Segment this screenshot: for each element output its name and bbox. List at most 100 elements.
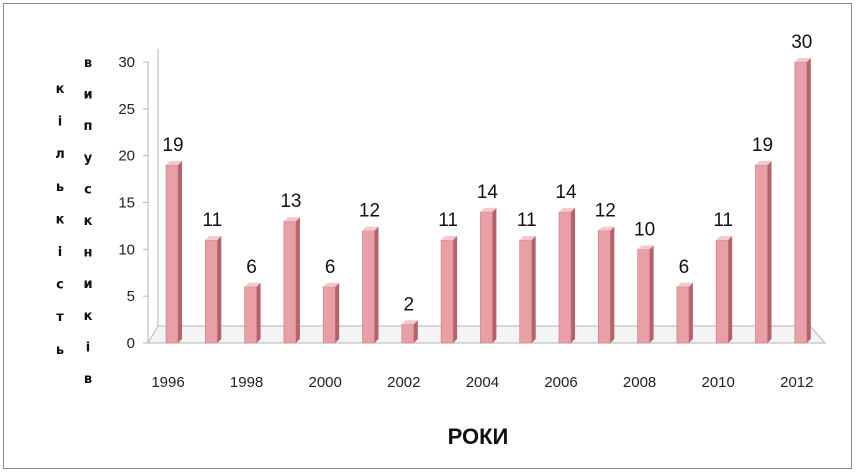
bar-top-2012 <box>794 58 811 62</box>
data-label: 19 <box>752 135 773 156</box>
y-axis-title-letter: н <box>84 246 93 261</box>
bar-side-2000 <box>335 282 340 343</box>
bar-2004 <box>480 211 493 344</box>
y-axis-title-letter: с <box>56 278 64 293</box>
data-label: 6 <box>679 257 690 278</box>
data-label: 14 <box>477 182 499 203</box>
bar-side-2011 <box>767 161 772 343</box>
bar-side-2005 <box>531 235 536 343</box>
y-axis-title-letter: ь <box>56 343 64 358</box>
bar-side-2001 <box>374 226 379 343</box>
bar-top-2004 <box>480 207 497 212</box>
y-axis-title-letter: и <box>83 88 92 103</box>
bar-2009 <box>676 286 690 344</box>
y-axis-title-letter: к <box>84 214 93 229</box>
y-axis-title-letter: в <box>84 56 92 71</box>
bar-2002 <box>401 323 415 344</box>
x-tick-label: 2008 <box>623 374 656 391</box>
bar-top-2000 <box>323 282 340 287</box>
bar-top-1999 <box>283 217 300 222</box>
bar-side-1996 <box>178 161 182 343</box>
bar-top-2003 <box>441 235 458 240</box>
bar-side-2010 <box>728 235 733 343</box>
bar-top-1997 <box>205 235 222 240</box>
data-label: 14 <box>555 182 577 203</box>
y-axis-title-letter: к <box>56 82 65 97</box>
x-tick-label: 2010 <box>702 374 735 391</box>
bar-top-2008 <box>637 245 654 250</box>
data-label: 10 <box>634 219 655 240</box>
y-tick-label: 15 <box>118 195 135 212</box>
data-label: 2 <box>404 294 415 315</box>
bar-top-1998 <box>244 282 261 287</box>
y-axis-title-letter: к <box>84 309 93 324</box>
bar-1996 <box>165 164 179 344</box>
bar-side-2004 <box>492 207 497 343</box>
y-axis-title-letter: п <box>84 119 93 134</box>
bar-2012 <box>794 61 808 344</box>
data-label: 11 <box>713 210 733 231</box>
bar-2008 <box>637 249 650 344</box>
bar-side-2003 <box>453 235 458 343</box>
x-tick-label: 2006 <box>544 374 577 391</box>
bar-top-2010 <box>716 235 733 240</box>
y-axis-title-letter: т <box>56 310 64 325</box>
bar-side-1998 <box>256 282 261 343</box>
y-axis-title-letter: і <box>58 115 62 130</box>
y-tick-label: 0 <box>127 335 135 352</box>
bar-top-2001 <box>362 226 379 231</box>
data-label: 11 <box>517 210 537 231</box>
y-tick-label: 5 <box>127 288 135 305</box>
bar-2001 <box>362 230 375 344</box>
data-label: 30 <box>791 32 812 53</box>
bar-top-2007 <box>598 226 615 231</box>
y-axis-title-letter: в <box>84 372 92 387</box>
y-tick-label: 25 <box>118 101 135 118</box>
x-tick-label: 2000 <box>309 374 342 391</box>
y-axis-title-letter: і <box>58 245 62 260</box>
bar-top-2002 <box>401 320 418 325</box>
x-tick-label: 2002 <box>387 374 420 391</box>
data-label: 13 <box>280 191 301 212</box>
bar-1998 <box>244 286 257 344</box>
bar-side-2002 <box>413 320 418 343</box>
bar-side-2007 <box>610 226 615 343</box>
bar-top-2005 <box>519 235 536 240</box>
y-tick-label: 20 <box>118 148 135 165</box>
bar-2010 <box>715 239 729 344</box>
chart-frame <box>3 3 852 469</box>
x-tick-label: 1998 <box>230 374 263 391</box>
bar-2006 <box>558 211 572 344</box>
x-tick-label: 2012 <box>780 374 813 391</box>
bar-top-1996 <box>166 161 182 166</box>
bar-top-2006 <box>559 207 575 212</box>
data-label: 19 <box>162 135 183 156</box>
bar-side-1997 <box>217 235 222 343</box>
x-axis-title: РОКИ <box>448 424 509 449</box>
data-label: 6 <box>246 257 257 278</box>
data-label: 6 <box>325 257 336 278</box>
bar-2003 <box>440 239 454 344</box>
y-tick-label: 10 <box>118 241 135 258</box>
data-label: 11 <box>202 210 222 231</box>
bar-2007 <box>597 230 611 344</box>
y-axis-title-letter: к <box>56 212 65 227</box>
y-axis-title-letter: і <box>86 340 90 355</box>
y-axis-title-letter: с <box>84 182 92 197</box>
y-axis-title-letter: л <box>55 147 65 162</box>
x-tick-label: 2004 <box>466 374 499 391</box>
y-axis-title-letter: ь <box>56 180 64 195</box>
bar-top-2011 <box>755 161 772 166</box>
bar-2005 <box>519 239 533 344</box>
y-axis-title-letter: и <box>83 277 92 292</box>
y-tick-label: 30 <box>118 54 135 71</box>
bar-side-2009 <box>688 282 693 343</box>
bar-side-2008 <box>649 245 654 343</box>
bar-1997 <box>205 239 218 344</box>
bar-top-2009 <box>676 282 693 287</box>
x-tick-label: 1996 <box>151 374 184 391</box>
bar-2000 <box>322 286 336 344</box>
data-label: 12 <box>359 201 380 222</box>
bar-side-2006 <box>571 207 575 343</box>
